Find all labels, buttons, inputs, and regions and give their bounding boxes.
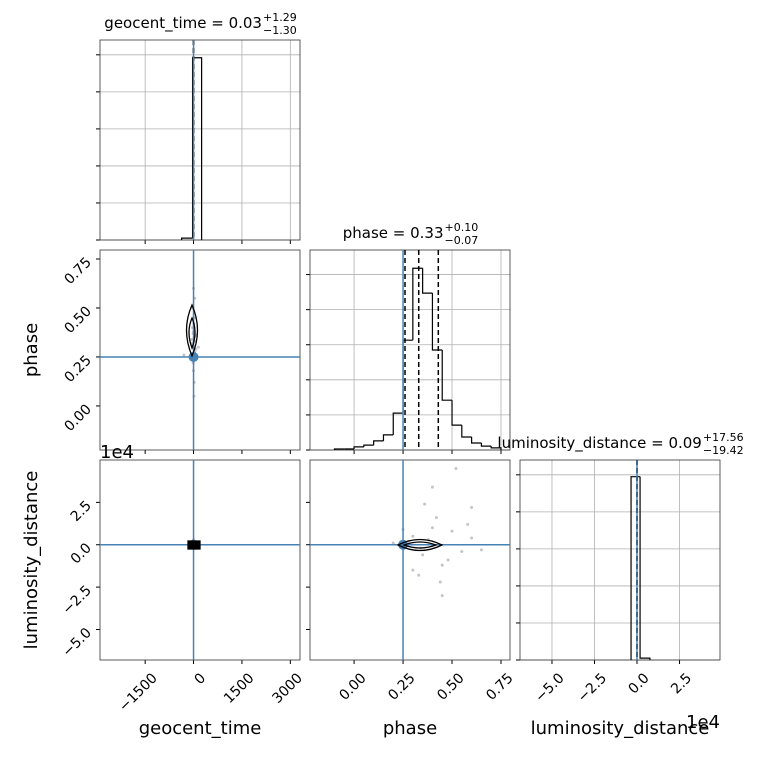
panel-frame: [309, 459, 511, 661]
hist-bin: [333, 448, 345, 450]
sample-point: [391, 541, 395, 545]
hist-bin: [412, 267, 423, 341]
sample-point: [430, 526, 434, 530]
sample-point: [460, 550, 464, 554]
panel: −1500 0 1500 3000 −5.0 −2.5 0.0 2.5 geocent_time…: [21, 442, 306, 739]
sample-point: [470, 505, 474, 509]
panel-frame: [519, 459, 721, 661]
hist-bin: [363, 444, 374, 447]
y-axis-label: phase: [21, 323, 42, 377]
panel-frame: [309, 249, 511, 451]
x-axis-label: luminosity_distance: [531, 718, 710, 739]
hist-bin: [422, 268, 433, 294]
panel: phase = 0.33 +0.10−0.07: [306, 221, 511, 454]
y-tick-label: −2.5: [59, 583, 94, 618]
x-tick-label: 0.75: [483, 670, 516, 703]
x-tick-label: 0.00: [336, 670, 369, 703]
panel-title: phase = 0.33: [343, 224, 444, 242]
y-tick-label: 0.75: [61, 255, 94, 288]
contour: [396, 538, 444, 552]
panel-frame: [99, 39, 301, 241]
sample-point: [454, 466, 458, 470]
sample-point: [423, 502, 427, 506]
title-lower: −19.42: [703, 444, 744, 457]
y-tick-label: 0.25: [61, 352, 94, 385]
contour: [188, 316, 196, 350]
x-tick-label: −2.5: [575, 670, 610, 705]
offset-text: 1e4: [100, 442, 134, 463]
panel: 0.00 0.25 0.50 0.75 phase: [306, 459, 517, 739]
hist-bin: [373, 440, 384, 446]
panel: 0.00 0.25 0.50 0.75 phase: [21, 249, 301, 454]
contour: [185, 303, 199, 358]
sample-point: [182, 353, 186, 357]
sample-point: [190, 337, 194, 341]
sample-point: [421, 553, 425, 557]
hist-bin: [490, 446, 502, 450]
hist-bin: [392, 412, 404, 435]
sample-point: [446, 558, 450, 562]
x-tick-label: −5.0: [532, 670, 567, 705]
hist-bin: [441, 350, 453, 401]
hist-bin: [480, 442, 492, 447]
contour: [402, 541, 438, 549]
x-axis-label: phase: [383, 718, 437, 739]
sample-point: [417, 573, 421, 577]
sample-point: [466, 522, 470, 526]
title-lower: −1.30: [263, 24, 297, 37]
panel: geocent_time = 0.03 +1.29−1.30: [96, 11, 301, 244]
y-tick-label: 0.50: [61, 303, 94, 336]
offset-text: 1e4: [686, 712, 720, 733]
y-axis-label: luminosity_distance: [21, 471, 42, 650]
x-tick-label: 0.25: [385, 670, 418, 703]
title-lower: −0.07: [445, 234, 479, 247]
sample-point: [196, 345, 200, 349]
x-tick-label: 0.0: [626, 670, 653, 697]
contour: [187, 540, 201, 550]
sample-point: [438, 580, 442, 584]
x-axis-label: geocent_time: [139, 718, 262, 739]
panel-frame: [99, 249, 301, 451]
hist-bin: [353, 446, 364, 449]
sample-point: [440, 563, 444, 567]
y-tick-label: 2.5: [68, 498, 95, 525]
hist-bin: [191, 57, 203, 240]
x-tick-label: 1500: [221, 670, 258, 707]
y-tick-label: −5.0: [59, 625, 94, 660]
hist-bin: [382, 434, 394, 441]
hist-bin: [431, 293, 443, 351]
title-upper: +17.56: [703, 431, 744, 444]
contours: [185, 303, 444, 552]
panel: −5.0 −2.5 0.0 2.5 luminosity_distance = 0.09…: [497, 431, 743, 739]
hist-bin: [471, 437, 482, 444]
sample-point: [430, 485, 434, 489]
hist-bin: [181, 237, 193, 240]
hist-bin: [639, 476, 651, 660]
title-upper: +0.10: [445, 221, 479, 234]
sample-point: [440, 594, 444, 598]
title-upper: +1.29: [263, 11, 297, 24]
panel-frame: [99, 459, 301, 661]
sample-point: [411, 534, 415, 538]
hist-bin: [630, 476, 641, 660]
x-tick-label: 3000: [269, 670, 306, 707]
y-tick-label: 0.0: [68, 540, 95, 567]
sample-point: [470, 536, 474, 540]
sample-point: [450, 529, 454, 533]
panel-title: luminosity_distance = 0.09: [497, 434, 701, 453]
sample-point: [434, 516, 438, 520]
y-tick-label: 0.00: [61, 401, 94, 434]
x-tick-label: 0.50: [434, 670, 467, 703]
sample-point: [479, 548, 483, 552]
x-tick-label: 2.5: [668, 670, 695, 697]
hist-bin: [461, 425, 472, 438]
sample-point: [411, 568, 415, 572]
x-tick-label: 0: [192, 670, 210, 688]
hist-bin: [451, 400, 462, 426]
panel-title: geocent_time = 0.03: [104, 14, 262, 33]
x-tick-label: −1500: [116, 670, 161, 715]
